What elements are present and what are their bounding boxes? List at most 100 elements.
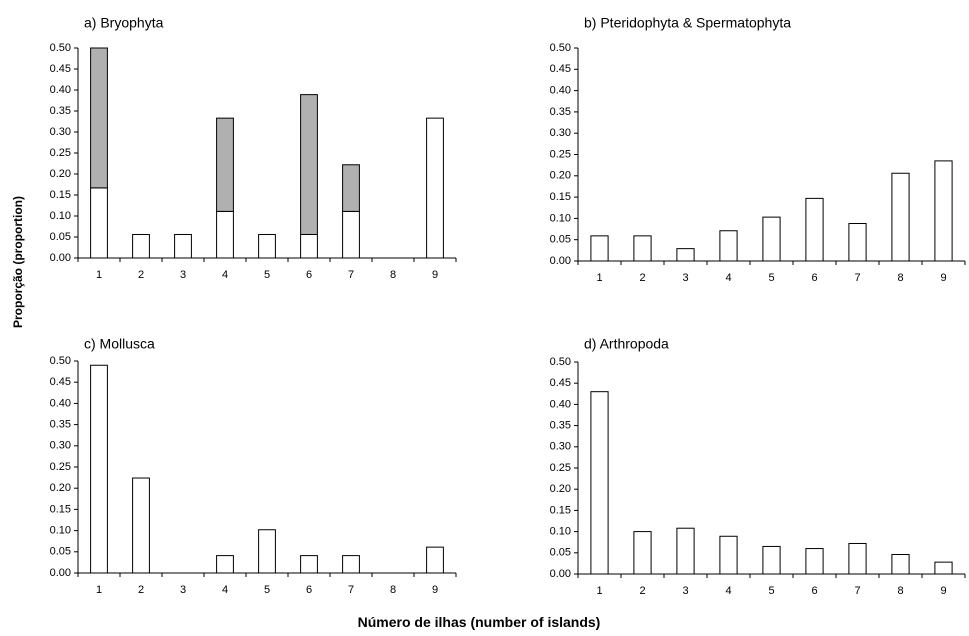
bar [90, 364, 108, 574]
y-tick-label: 0.20 [550, 170, 571, 182]
y-tick-label: 0.50 [50, 355, 71, 367]
y-tick-label: 0.25 [50, 461, 71, 473]
y-tick-label: 0.50 [550, 356, 571, 368]
x-tick-label: 1 [596, 272, 602, 284]
y-tick-label: 0.40 [550, 85, 571, 97]
x-tick-label: 2 [138, 269, 144, 281]
y-tick-label: 0.30 [550, 441, 571, 453]
bar [90, 187, 108, 259]
y-tick-label: 0.35 [550, 420, 571, 432]
y-tick-label: 0.45 [550, 63, 571, 75]
x-tick-label: 7 [854, 585, 860, 597]
y-tick-label: 0.45 [50, 376, 71, 388]
y-tick-label: 0.20 [50, 168, 71, 180]
bar [805, 197, 824, 262]
y-tick-label: 0.15 [50, 503, 71, 515]
bar [174, 233, 192, 259]
y-tick-label: 0.45 [50, 63, 71, 75]
y-tick-label: 0.10 [50, 525, 71, 537]
x-tick-label: 4 [222, 584, 228, 596]
bar [590, 235, 609, 262]
bar [342, 210, 360, 259]
y-tick-label: 0.05 [550, 234, 571, 246]
x-tick-label: 7 [348, 584, 354, 596]
y-tick-label: 0.35 [550, 106, 571, 118]
y-tick-label: 0.10 [550, 526, 571, 538]
bar [762, 216, 781, 262]
y-tick-label: 0.05 [50, 546, 71, 558]
x-tick-label: 5 [768, 272, 774, 284]
y-tick-label: 0.40 [50, 84, 71, 96]
y-tick-label: 0.25 [550, 462, 571, 474]
chart-panel: a) Bryophyta 0.00 0.05 0.10 0.15 0.20 0.25 0.30… [50, 15, 457, 281]
bar [216, 210, 234, 259]
shared-y-axis-label: Proporção (proportion) [11, 196, 25, 328]
bar [719, 535, 738, 575]
x-tick-label: 3 [682, 272, 688, 284]
bar [590, 391, 609, 575]
bar [132, 233, 150, 259]
x-tick-label: 1 [596, 585, 602, 597]
x-tick-label: 4 [222, 269, 228, 281]
y-tick-label: 0.00 [550, 568, 571, 580]
x-tick-label: 8 [897, 272, 903, 284]
bar [762, 545, 781, 575]
y-tick-label: 0.35 [50, 419, 71, 431]
y-tick-label: 0.20 [550, 483, 571, 495]
y-tick-label: 0.30 [550, 127, 571, 139]
x-tick-label: 5 [768, 585, 774, 597]
chart-title: a) Bryophyta [84, 15, 164, 31]
y-tick-label: 0.35 [50, 105, 71, 117]
x-tick-label: 8 [897, 585, 903, 597]
bar [719, 230, 738, 262]
bar [426, 546, 444, 574]
bar [258, 233, 276, 259]
y-tick-label: 0.10 [550, 212, 571, 224]
chart-title: d) Arthropoda [584, 336, 669, 352]
bar [676, 248, 695, 262]
y-tick-label: 0.00 [50, 252, 71, 264]
x-tick-label: 9 [940, 272, 946, 284]
y-tick-label: 0.05 [550, 547, 571, 559]
bar [848, 542, 867, 575]
bar [300, 233, 318, 259]
y-tick-label: 0.45 [550, 377, 571, 389]
x-tick-label: 8 [390, 269, 396, 281]
y-tick-label: 0.30 [50, 440, 71, 452]
y-tick-label: 0.05 [50, 231, 71, 243]
y-tick-label: 0.25 [50, 147, 71, 159]
x-tick-label: 3 [682, 585, 688, 597]
x-tick-label: 6 [306, 269, 312, 281]
x-tick-label: 2 [639, 585, 645, 597]
y-tick-label: 0.15 [550, 504, 571, 516]
x-tick-label: 6 [306, 584, 312, 596]
x-tick-label: 9 [432, 584, 438, 596]
y-tick-label: 0.50 [50, 42, 71, 54]
bar [342, 555, 360, 574]
x-tick-label: 5 [264, 269, 270, 281]
x-tick-label: 8 [390, 584, 396, 596]
bar [258, 529, 276, 574]
x-tick-label: 7 [348, 269, 354, 281]
x-tick-label: 9 [432, 269, 438, 281]
bar [934, 561, 953, 575]
chart-title: c) Mollusca [84, 336, 155, 352]
x-tick-label: 4 [725, 585, 731, 597]
x-tick-label: 5 [264, 584, 270, 596]
y-tick-label: 0.20 [50, 482, 71, 494]
y-tick-label: 0.00 [550, 255, 571, 267]
bar [426, 117, 444, 259]
bar [805, 548, 824, 575]
bar [90, 47, 108, 189]
bar [633, 531, 652, 575]
y-tick-label: 0.40 [550, 398, 571, 410]
chart-panel: d) Arthropoda 0.00 0.05 0.10 0.15 0.20 0.25 0.3… [550, 336, 966, 597]
x-tick-label: 1 [96, 584, 102, 596]
bar [300, 94, 318, 235]
y-tick-label: 0.10 [50, 210, 71, 222]
chart-panel: c) Mollusca 0.00 0.05 0.10 0.15 0.20 0.25 0.30 0… [50, 336, 457, 596]
y-tick-label: 0.50 [550, 42, 571, 54]
chart-panel: b) Pteridophyta & Spermatophyta 0.00 0.05 0… [550, 15, 966, 284]
chart-title: b) Pteridophyta & Spermatophyta [584, 15, 791, 31]
